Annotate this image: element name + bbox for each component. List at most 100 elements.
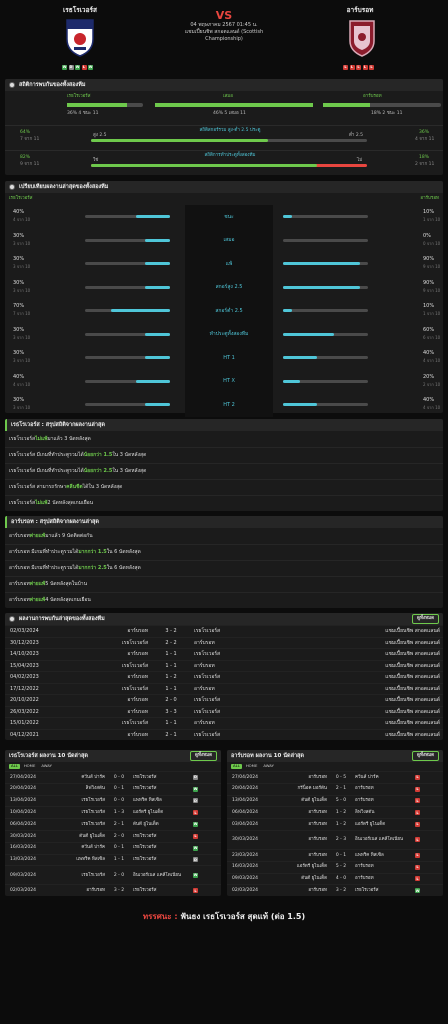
- past-row[interactable]: 20/10/2022 อาร์บรอท 2 - 0 เรธโรเวอร์ส แชมเปี…: [5, 694, 443, 706]
- last10-row[interactable]: 09/03/2024 เรธโรเวอร์ส 2 - 0 อินเวอร์เนส แค…: [5, 865, 221, 884]
- h2h-away-label: อาร์บรอท: [363, 94, 382, 99]
- summary-text: เรธโรเวอร์ส: [9, 435, 36, 442]
- compare-panel: เปรียบเทียบผลงานล่าสุดของทั้งสองทีม เรธโ…: [5, 181, 443, 417]
- last10-row[interactable]: 02/03/2024 อาร์บรอท 3 - 2 เรธโรเวอร์ส L: [5, 884, 221, 896]
- last10-row[interactable]: 09/03/2024 ดันดี ยูไนเต็ด 4 - 0 อาร์บรอท L: [227, 872, 443, 885]
- last10-home: เรธโรเวอร์ส: [81, 809, 105, 815]
- last10-row[interactable]: 30/03/2024 ดันดี ยูไนเต็ด 2 - 0 เรธโรเวอร์ส…: [5, 829, 221, 842]
- both-score-row: 82% 9 จาก 11 ใช่ สถิติการทำประตูทั้งสองท…: [5, 150, 443, 174]
- compare-right-bar: [283, 238, 368, 242]
- past-home: อาร์บรอท: [127, 697, 148, 704]
- match-date: 04 พฤษภาคม 2567 01:45 น.: [190, 22, 258, 28]
- compare-left-bar: [85, 356, 170, 359]
- last10-away-panel: อาร์บรอท ผลงาน 10 นัดล่าสุด ดูทั้งหมด AL…: [227, 750, 443, 897]
- vs-label: VS: [215, 9, 233, 22]
- compare-label: ชนะ: [185, 205, 273, 229]
- compare-right-bar: [283, 215, 368, 218]
- last10-row[interactable]: 13/04/2024 ดันดี ยูไนเต็ด 5 - 0 อาร์บรอท L: [227, 794, 443, 807]
- last10-row[interactable]: 13/04/2024 เรธโรเวอร์ส 0 - 0 แพทริค ทิสเซิล…: [5, 794, 221, 807]
- h2h-home-sub: 36% 4 ชนะ 11: [67, 111, 99, 116]
- summary-row: อาร์บรอท พ่ายแพ้ 4 นัดหลังสุดเกมเยือน: [5, 592, 443, 608]
- past-row[interactable]: 04/02/2023 อาร์บรอท 1 - 2 เรธโรเวอร์ส แชมเปี…: [5, 671, 443, 683]
- tab-away[interactable]: AWAY: [41, 763, 52, 769]
- tab-away[interactable]: AWAY: [263, 763, 274, 769]
- tab-all[interactable]: ALL: [9, 763, 20, 769]
- summary-text: เรธโรเวอร์ส มีเกมที่ทำประตูรวมได้: [9, 468, 84, 475]
- last10-date: 20/04/2024: [10, 786, 36, 792]
- past-row[interactable]: 26/03/2022 อาร์บรอท 3 - 3 เรธโรเวอร์ส แชมเปี…: [5, 705, 443, 718]
- past-view-all-button[interactable]: ดูทั้งหมด: [412, 614, 439, 624]
- result-badge: L: [415, 798, 420, 804]
- last10-row[interactable]: 06/04/2024 เรธโรเวอร์ส 2 - 1 ดันดี ยูไนเต็ด…: [5, 818, 221, 830]
- compare-left-bar: [85, 309, 170, 312]
- past-away: เรธโรเวอร์ส: [194, 674, 221, 681]
- compare-row: 30% 3 จาก 10 HT 2 40% 4 จาก 10: [5, 393, 443, 417]
- summary-highlight: มากกว่า 2.5: [78, 565, 107, 572]
- last10-row[interactable]: 30/03/2024 อาร์บรอท 2 - 3 อินเวอร์เนส แคลีโ…: [227, 829, 443, 849]
- bt-left-pct: 82%: [20, 155, 31, 160]
- past-row[interactable]: 30/12/2023 เรธโรเวอร์ส 2 - 2 อาร์บรอท แชมเปี…: [5, 636, 443, 649]
- last10-home-view-all[interactable]: ดูทั้งหมด: [190, 751, 217, 761]
- tab-all[interactable]: ALL: [231, 763, 242, 769]
- past-away: อาร์บรอท: [194, 720, 215, 727]
- last10-home: อาร์บรอท: [308, 774, 327, 780]
- summary-text: 2 นัดหลังสุดเกมเยือน: [47, 500, 94, 507]
- summary-highlight: พ่ายแพ้: [29, 597, 46, 604]
- past-row[interactable]: 17/12/2022 เรธโรเวอร์ส 1 - 1 อาร์บรอท แชมเปี…: [5, 682, 443, 695]
- past-home: อาร์บรอท: [127, 708, 148, 715]
- form-badge: D: [68, 65, 74, 70]
- tab-home[interactable]: HOME: [23, 763, 36, 769]
- summary-home-panel: เรธโรเวอร์ส : สรุปสถิติจากผลงานล่าสุด เร…: [5, 419, 443, 511]
- last10-row[interactable]: 20/04/2024 ลิฟวิงสตัน 0 - 1 เรธโรเวอร์ส W: [5, 782, 221, 795]
- last10-row[interactable]: 10/04/2024 เรธโรเวอร์ส 1 - 3 แอร์ดรี ยูไนเต…: [5, 806, 221, 818]
- summary-highlight: พ่ายแพ้: [29, 581, 46, 588]
- last10-row[interactable]: 13/03/2024 แพทริค ทิสเซิล 1 - 1 เรธโรเวอร์ส…: [5, 853, 221, 866]
- compare-left-pct: 30%: [13, 326, 25, 333]
- last10-date: 10/04/2024: [10, 809, 36, 815]
- compare-left-sub: 3 จาก 10: [13, 287, 31, 293]
- home-team-name[interactable]: เรธโรเวอร์ส: [63, 6, 97, 14]
- past-row[interactable]: 04/12/2021 อาร์บรอท 2 - 1 เรธโรเวอร์ส แชมเปี…: [5, 728, 443, 741]
- past-league: แชมเปี้ยนชิพ สกอตแลนด์: [385, 720, 440, 727]
- result-badge: W: [193, 786, 198, 792]
- compare-away: อาร์บรอท: [420, 196, 439, 201]
- last10-row[interactable]: 02/03/2024 อาร์บรอท 3 - 2 เรธโรเวอร์ส W: [227, 884, 443, 896]
- compare-right-pct: 40%: [423, 397, 435, 403]
- form-badge: L: [81, 65, 87, 70]
- last10-date: 16/03/2024: [10, 845, 36, 851]
- last10-away: เรธโรเวอร์ส: [133, 887, 157, 893]
- summary-text: อาร์บรอท: [9, 532, 30, 539]
- last10-away-view-all[interactable]: ดูทั้งหมด: [412, 751, 439, 761]
- last10-row[interactable]: 20/04/2024 กรีน็อค มอร์ตัน 2 - 1 อาร์บรอท L: [227, 782, 443, 795]
- last10-row[interactable]: 06/04/2024 อาร์บรอท 1 - 2 ลิฟวิงสตัน L: [227, 806, 443, 818]
- past-league: แชมเปี้ยนชิพ สกอตแลนด์: [385, 662, 440, 669]
- away-team-name[interactable]: อาร์บรอท: [346, 6, 374, 14]
- summary-text: เรธโรเวอร์ส มีเกมที่ทำประตูรวมได้: [9, 452, 84, 459]
- past-away: เรธโรเวอร์ส: [194, 697, 221, 704]
- last10-home: ควีนส์ ปาร์ค: [81, 845, 105, 851]
- compare-label: แพ้: [185, 252, 273, 276]
- compare-right-bar: [283, 379, 368, 383]
- h2h-draw-label: เสมอ: [223, 94, 233, 99]
- past-score: 1 - 2: [165, 674, 177, 681]
- summary-highlight: ไม่แพ้: [35, 435, 48, 442]
- summary-row: เรธโรเวอร์ส ไม่แพ้ มาแล้ว 3 นัดหลังสุด: [5, 431, 443, 447]
- past-row[interactable]: 15/01/2022 เรธโรเวอร์ส 1 - 1 อาร์บรอท แชมเปี…: [5, 717, 443, 729]
- last10-row[interactable]: 27/04/2024 อาร์บรอท 0 - 5 ควีนส์ ปาร์ค L: [227, 771, 443, 783]
- past-row[interactable]: 15/04/2023 เรธโรเวอร์ส 1 - 1 อาร์บรอท แชมเปี…: [5, 659, 443, 672]
- compare-left-bar: [85, 332, 170, 336]
- last10-row[interactable]: 16/03/2024 แอร์ดรี ยูไนเต็ด 5 - 2 อาร์บรอท L: [227, 860, 443, 873]
- compare-left-sub: 7 จาก 10: [13, 311, 31, 316]
- ou-right-pct: 36%: [419, 130, 430, 135]
- past-row[interactable]: 14/10/2023 อาร์บรอท 1 - 1 เรธโรเวอร์ส แชมเปี…: [5, 648, 443, 660]
- last10-row[interactable]: 16/03/2024 ควีนส์ ปาร์ค 0 - 1 เรธโรเวอร์ส W: [5, 841, 221, 854]
- tab-home[interactable]: HOME: [245, 763, 258, 769]
- form-badge: W: [88, 65, 93, 70]
- result-badge: L: [415, 837, 420, 843]
- last10-row[interactable]: 27/04/2024 ควีนส์ ปาร์ค 0 - 0 เรธโรเวอร์ส D: [5, 771, 221, 783]
- compare-right-sub: 9 จาก 10: [423, 264, 441, 269]
- last10-row[interactable]: 23/03/2024 อาร์บรอท 0 - 1 แพทริค ทิสเซิล L: [227, 848, 443, 861]
- past-row[interactable]: 02/03/2024 อาร์บรอท 3 - 2 เรธโรเวอร์ส แชมเปี…: [5, 625, 443, 637]
- h2h-home-label: เรธโรเวอร์ส: [67, 94, 91, 99]
- last10-row[interactable]: 03/04/2024 อาร์บรอท 1 - 2 แอร์ดรี ยูไนเต็ด L: [227, 818, 443, 830]
